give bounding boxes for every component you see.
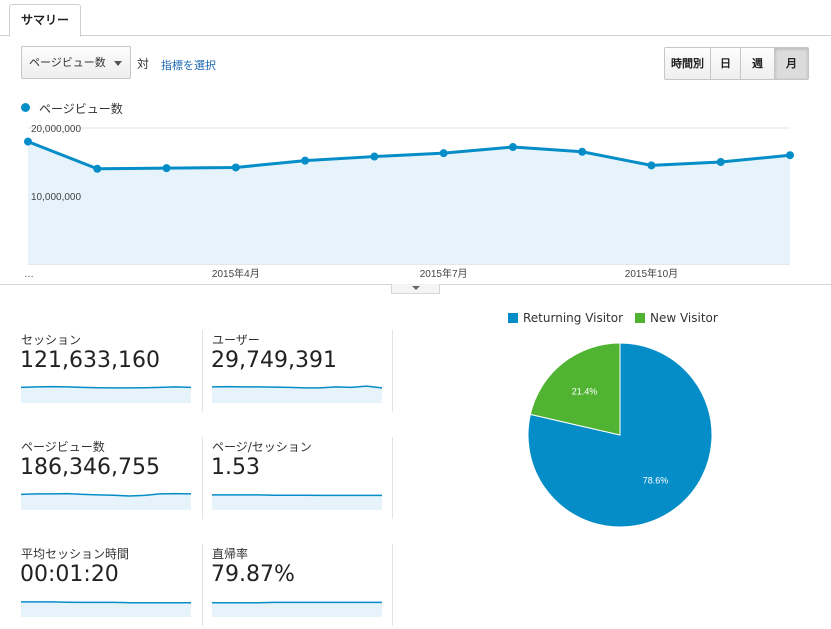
tab-bar: サマリー [0, 0, 831, 37]
scorecard-label: 平均セッション時間 [21, 547, 130, 561]
vs-label: 対 [137, 57, 150, 71]
pie-legend-new[interactable]: New Visitor [635, 311, 718, 325]
scorecard-users: ユーザー 29,749,391 [211, 331, 384, 407]
choose-metric-link[interactable]: 指標を選択 [161, 59, 216, 72]
metric-dropdown-label: ページビュー数 [29, 56, 106, 69]
scorecard-bounce-rate: 直帰率 79.87% [211, 545, 384, 621]
x-tick-label: 2015年4月 [212, 267, 260, 280]
x-tick-label: … [24, 269, 34, 280]
sparkline-line [21, 601, 191, 604]
x-tick-label: 2015年10月 [625, 267, 678, 280]
scorecard-value: 29,749,391 [211, 348, 337, 373]
series-legend-dot [21, 103, 30, 112]
triangle-down-icon [412, 286, 420, 290]
y-tick-label: 20,000,000 [31, 124, 81, 135]
legend-swatch [508, 313, 518, 323]
data-point[interactable] [301, 156, 310, 165]
scorecard-sessions: セッション 121,633,160 [20, 331, 193, 407]
scorecard-label: ページビュー数 [21, 440, 105, 454]
sparkline-area [212, 494, 382, 510]
card-divider [392, 437, 393, 519]
data-point[interactable] [647, 161, 656, 170]
scorecard-pages-per-session: ページ/セッション 1.53 [211, 438, 384, 514]
card-divider [202, 437, 203, 519]
chevron-down-icon [114, 61, 122, 66]
monthly-button[interactable]: 月 [775, 48, 808, 79]
series-line [27, 140, 791, 171]
data-point[interactable] [439, 149, 448, 158]
data-point[interactable] [716, 158, 725, 166]
y-tick-label: 10,000,000 [31, 192, 81, 203]
pie-legend-returning[interactable]: Returning Visitor [508, 311, 623, 325]
data-point[interactable] [370, 152, 379, 161]
data-point[interactable] [162, 164, 171, 173]
sparkline [212, 601, 382, 617]
pie-slice-label: 21.4% [572, 386, 598, 396]
data-point[interactable] [231, 163, 240, 172]
card-divider [202, 330, 203, 412]
granularity-buttons: 時間別 日 週 月 [664, 47, 809, 80]
pie-slice-new-visitor[interactable] [529, 342, 621, 436]
card-divider [392, 544, 393, 626]
sparkline [21, 601, 191, 617]
data-point[interactable] [578, 147, 587, 156]
pie-slice-label: 78.6% [643, 476, 669, 486]
scorecard-label: セッション [21, 333, 82, 347]
sparkline [212, 385, 382, 403]
legend-label: Returning Visitor [523, 311, 624, 325]
scorecard-label: ユーザー [212, 333, 260, 347]
data-point[interactable] [508, 143, 517, 152]
sparkline [21, 385, 191, 403]
scorecard-avg-session-duration: 平均セッション時間 00:01:20 [20, 545, 193, 621]
sparkline-line [212, 494, 382, 497]
sparkline-area [212, 386, 382, 403]
scorecard-pageviews: ページビュー数 186,346,755 [20, 438, 193, 514]
data-point[interactable] [93, 164, 102, 173]
pageviews-chart: 20,000,000 10,000,000 … 2015年4月 2015年7月 2015… [24, 124, 794, 280]
metric-dropdown[interactable]: ページビュー数 [21, 46, 131, 79]
collapse-chart-toggle[interactable] [391, 284, 440, 294]
sparkline [21, 492, 191, 510]
tab-summary[interactable]: サマリー [9, 4, 82, 37]
sparkline-line [21, 385, 191, 389]
sparkline-area [212, 602, 382, 617]
sparkline-line [21, 492, 191, 497]
card-divider [202, 544, 203, 626]
scorecard-label: 直帰率 [212, 547, 249, 561]
sparkline-line [212, 385, 382, 389]
hourly-button[interactable]: 時間別 [665, 48, 711, 79]
data-point[interactable] [786, 151, 794, 160]
sparkline-area [21, 386, 191, 403]
scorecard-value: 1.53 [211, 455, 260, 480]
scorecard-value: 186,346,755 [20, 455, 160, 480]
scorecard-value: 00:01:20 [20, 562, 119, 587]
scorecard-label: ページ/セッション [212, 440, 312, 454]
data-point[interactable] [24, 137, 32, 146]
card-divider [392, 330, 393, 412]
x-tick-label: 2015年7月 [420, 267, 468, 280]
legend-label: New Visitor [650, 311, 718, 325]
sparkline [212, 494, 382, 510]
series-legend-label: ページビュー数 [39, 102, 123, 116]
sparkline-area [21, 493, 191, 510]
daily-button[interactable]: 日 [711, 48, 741, 79]
series-area [28, 141, 790, 264]
legend-swatch [635, 313, 645, 323]
weekly-button[interactable]: 週 [741, 48, 775, 79]
scorecard-value: 79.87% [211, 562, 295, 587]
visitor-type-pie-chart: 78.6% 21.4% [527, 342, 713, 528]
scorecard-value: 121,633,160 [20, 348, 160, 373]
sparkline-area [21, 601, 191, 617]
